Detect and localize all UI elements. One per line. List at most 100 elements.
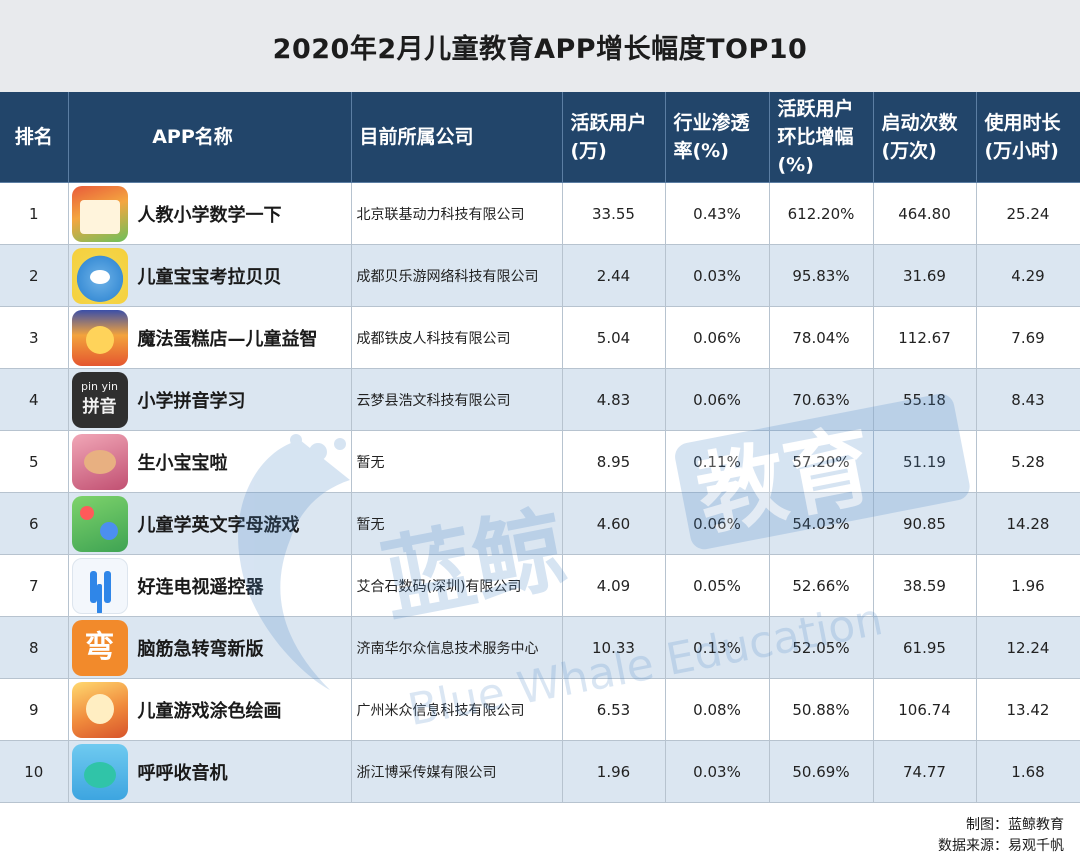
rank-cell: 3: [0, 306, 69, 369]
company-cell: 北京联基动力科技有限公司: [351, 182, 563, 245]
penetration-cell: 0.13%: [665, 616, 770, 679]
app-cell: 人教小学数学一下: [68, 182, 352, 245]
brain-teaser-icon: 弯: [71, 619, 128, 676]
app-name: 儿童游戏涂色绘画: [137, 700, 282, 722]
app-cell: 儿童宝宝考拉贝贝: [68, 244, 352, 307]
growth-cell: 52.05%: [769, 616, 874, 679]
app-cell: 儿童游戏涂色绘画: [68, 678, 352, 741]
header-active-users: 活跃用户 (万): [562, 92, 666, 183]
growth-cell: 70.63%: [769, 368, 874, 431]
active-users-cell: 4.60: [562, 492, 666, 555]
growth-cell: 78.04%: [769, 306, 874, 369]
app-name: 脑筋急转弯新版: [137, 638, 264, 660]
company-cell: 成都铁皮人科技有限公司: [351, 306, 563, 369]
cake-shop-icon: [71, 309, 128, 366]
koala-cartoon-icon: [71, 247, 128, 304]
launches-cell: 38.59: [873, 554, 977, 617]
table-row: 4 pin yin 拼音 小学拼音学习 云梦县浩文科技有限公司 4.83 0.06%…: [0, 368, 1080, 431]
launches-cell: 61.95: [873, 616, 977, 679]
penetration-cell: 0.11%: [665, 430, 770, 493]
company-cell: 暂无: [351, 430, 563, 493]
table-row: 9 儿童游戏涂色绘画 广州米众信息科技有限公司 6.53 0.08% 50.88…: [0, 678, 1080, 741]
app-cell: 生小宝宝啦: [68, 430, 352, 493]
alphabet-bubbles-icon: [71, 495, 128, 552]
radio-cartoon-icon: [71, 743, 128, 800]
usage-cell: 13.42: [976, 678, 1080, 741]
table-row: 5 生小宝宝啦 暂无 8.95 0.11% 57.20% 51.19 5.28: [0, 430, 1080, 493]
app-name: 好连电视遥控器: [137, 576, 264, 598]
baby-icon: [71, 433, 128, 490]
usage-cell: 1.96: [976, 554, 1080, 617]
penetration-cell: 0.06%: [665, 492, 770, 555]
launches-cell: 112.67: [873, 306, 977, 369]
app-cell: pin yin 拼音 小学拼音学习: [68, 368, 352, 431]
penetration-cell: 0.06%: [665, 368, 770, 431]
table-row: 3 魔法蛋糕店—儿童益智 成都铁皮人科技有限公司 5.04 0.06% 78.0…: [0, 306, 1080, 369]
company-cell: 云梦县浩文科技有限公司: [351, 368, 563, 431]
header-usage: 使用时长 (万小时): [976, 92, 1080, 183]
app-name: 呼呼收音机: [137, 762, 228, 784]
active-users-cell: 33.55: [562, 182, 666, 245]
usage-cell: 12.24: [976, 616, 1080, 679]
app-cell: 儿童学英文字母游戏: [68, 492, 352, 555]
company-cell: 成都贝乐游网络科技有限公司: [351, 244, 563, 307]
rank-cell: 1: [0, 182, 69, 245]
penetration-cell: 0.08%: [665, 678, 770, 741]
app-cell: 好连电视遥控器: [68, 554, 352, 617]
company-cell: 浙江博采传媒有限公司: [351, 740, 563, 803]
active-users-cell: 6.53: [562, 678, 666, 741]
penetration-cell: 0.03%: [665, 740, 770, 803]
app-name: 儿童学英文字母游戏: [137, 514, 300, 536]
table-row: 8 弯脑筋急转弯新版 济南华尔众信息技术服务中心 10.33 0.13% 52.…: [0, 616, 1080, 679]
rank-cell: 9: [0, 678, 69, 741]
growth-cell: 50.69%: [769, 740, 874, 803]
active-users-cell: 5.04: [562, 306, 666, 369]
page-title: 2020年2月儿童教育APP增长幅度TOP10: [272, 33, 808, 65]
coloring-cartoon-icon: [71, 681, 128, 738]
header-rank: 排名: [0, 92, 69, 183]
usage-cell: 5.28: [976, 430, 1080, 493]
launches-cell: 90.85: [873, 492, 977, 555]
table-row: 7 好连电视遥控器 艾合石数码(深圳)有限公司 4.09 0.05% 52.66…: [0, 554, 1080, 617]
active-users-cell: 4.09: [562, 554, 666, 617]
penetration-cell: 0.05%: [665, 554, 770, 617]
app-name: 儿童宝宝考拉贝贝: [137, 266, 282, 288]
active-users-cell: 2.44: [562, 244, 666, 307]
usage-cell: 25.24: [976, 182, 1080, 245]
company-cell: 艾合石数码(深圳)有限公司: [351, 554, 563, 617]
active-users-cell: 4.83: [562, 368, 666, 431]
company-cell: 广州米众信息科技有限公司: [351, 678, 563, 741]
rank-cell: 4: [0, 368, 69, 431]
active-users-cell: 8.95: [562, 430, 666, 493]
launches-cell: 106.74: [873, 678, 977, 741]
usage-cell: 14.28: [976, 492, 1080, 555]
active-users-cell: 10.33: [562, 616, 666, 679]
app-name: 魔法蛋糕店—儿童益智: [137, 328, 318, 350]
pinyin-blackboard-icon: pin yin 拼音: [71, 371, 128, 428]
app-name: 人教小学数学一下: [137, 204, 282, 226]
rank-cell: 5: [0, 430, 69, 493]
app-cell: 呼呼收音机: [68, 740, 352, 803]
usage-cell: 7.69: [976, 306, 1080, 369]
growth-cell: 95.83%: [769, 244, 874, 307]
rank-cell: 10: [0, 740, 69, 803]
math-textbook-icon: [71, 185, 128, 242]
header-company: 目前所属公司: [351, 92, 563, 183]
launches-cell: 464.80: [873, 182, 977, 245]
penetration-cell: 0.06%: [665, 306, 770, 369]
app-cell: 弯脑筋急转弯新版: [68, 616, 352, 679]
header-penetration: 行业渗透 率(%): [665, 92, 770, 183]
penetration-cell: 0.43%: [665, 182, 770, 245]
rank-cell: 8: [0, 616, 69, 679]
growth-cell: 612.20%: [769, 182, 874, 245]
table-header-row: 排名 APP名称 目前所属公司 活跃用户 (万) 行业渗透 率(%) 活跃用户 环比增…: [0, 92, 1080, 183]
app-cell: 魔法蛋糕店—儿童益智: [68, 306, 352, 369]
usage-cell: 4.29: [976, 244, 1080, 307]
title-bar: 2020年2月儿童教育APP增长幅度TOP10: [0, 0, 1080, 93]
launches-cell: 74.77: [873, 740, 977, 803]
active-users-cell: 1.96: [562, 740, 666, 803]
header-launches: 启动次数 (万次): [873, 92, 977, 183]
table-row: 2 儿童宝宝考拉贝贝 成都贝乐游网络科技有限公司 2.44 0.03% 95.8…: [0, 244, 1080, 307]
app-name: 小学拼音学习: [137, 390, 246, 412]
